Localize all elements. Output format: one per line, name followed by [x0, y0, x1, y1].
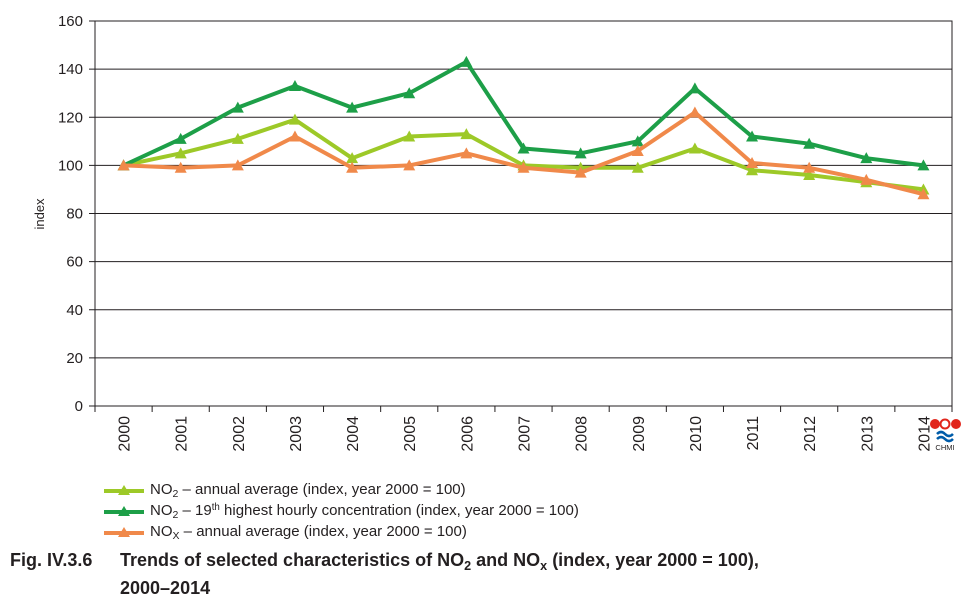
data-point — [574, 147, 587, 159]
x-tick-label: 2004 — [345, 416, 362, 452]
y-tick-label: 120 — [58, 109, 83, 126]
data-point — [231, 132, 244, 144]
x-tick-label: 2005 — [402, 416, 419, 452]
y-tick-labels: 0 20 40 60 80 100 120 140 160 — [58, 13, 83, 415]
data-point — [117, 159, 130, 171]
figure-caption: Fig. IV.3.6 Trends of selected characteri… — [10, 549, 759, 599]
y-tick-label: 100 — [58, 157, 83, 174]
data-point — [631, 135, 644, 147]
legend-label-no2-19th: NO2 – 19th highest hourly concentration … — [150, 501, 579, 522]
caption-number: Fig. IV.3.6 — [10, 550, 93, 570]
data-point — [403, 87, 416, 99]
caption-line-2: 2000–2014 — [120, 577, 211, 598]
data-point — [460, 147, 473, 159]
gridlines — [95, 68, 952, 359]
data-point — [860, 152, 873, 164]
y-tick-label: 0 — [75, 398, 83, 415]
x-tick-label: 2006 — [459, 416, 476, 452]
data-point — [403, 159, 416, 171]
legend-swatch-no2-annual-icon — [104, 484, 144, 495]
data-point — [631, 144, 644, 156]
data-point — [746, 164, 759, 176]
data-point — [688, 106, 701, 118]
series-1 — [117, 55, 930, 171]
data-point — [403, 130, 416, 142]
legend-item-nox-annual: NOX – annual average (index, year 2000 =… — [104, 522, 579, 543]
data-point — [574, 166, 587, 178]
data-point — [288, 79, 301, 91]
x-tick-label: 2013 — [859, 416, 876, 452]
data-point — [231, 101, 244, 113]
y-tick-label: 140 — [58, 61, 83, 78]
data-point — [688, 82, 701, 94]
data-point — [231, 159, 244, 171]
data-point — [174, 161, 187, 173]
x-tick-label: 2010 — [688, 416, 705, 452]
data-point — [288, 130, 301, 142]
x-tick-label: 2003 — [288, 416, 305, 452]
x-tick-label: 2014 — [916, 416, 933, 452]
data-point — [917, 159, 930, 171]
legend-swatch-nox-annual-icon — [104, 526, 144, 537]
series-layer — [117, 55, 930, 200]
data-point — [803, 161, 816, 173]
y-tick-label: 40 — [66, 302, 83, 319]
data-point — [746, 156, 759, 168]
data-point — [688, 142, 701, 154]
series-0 — [117, 113, 930, 195]
data-point — [174, 147, 187, 159]
x-tick-labels: 2000 2001 2002 2003 2004 2005 2006 2007 2008 2009… — [117, 416, 934, 452]
data-point — [917, 188, 930, 200]
x-tick-label: 2007 — [517, 416, 534, 452]
svg-text:CHMI: CHMI — [935, 443, 954, 452]
x-tick-label: 2001 — [174, 416, 191, 452]
series-2 — [117, 106, 930, 200]
data-point — [346, 101, 359, 113]
data-point — [517, 161, 530, 173]
x-tick-label: 2011 — [745, 416, 762, 451]
data-point — [174, 132, 187, 144]
data-point — [860, 173, 873, 185]
series-line — [123, 117, 924, 192]
caption-line-1: Fig. IV.3.6 Trends of selected characteri… — [10, 550, 759, 573]
y-tick-label: 20 — [66, 350, 83, 367]
data-point — [288, 113, 301, 125]
data-point — [803, 169, 816, 180]
y-axis-label: index — [32, 198, 47, 230]
axes — [89, 20, 953, 412]
x-tick-label: 2008 — [574, 416, 591, 452]
data-point — [803, 137, 816, 149]
x-tick-label: 2002 — [231, 416, 248, 452]
y-tick-label: 80 — [66, 206, 83, 223]
data-point — [746, 130, 759, 142]
y-tick-label: 160 — [58, 13, 83, 30]
data-point — [631, 161, 644, 173]
legend-label-nox-annual: NOX – annual average (index, year 2000 =… — [150, 522, 467, 543]
x-tick-label: 2009 — [631, 416, 648, 452]
y-tick-label: 60 — [66, 254, 83, 271]
chmi-logo-icon: CHMI — [930, 418, 961, 452]
legend-item-no2-annual: NO2 – annual average (index, year 2000 =… — [104, 480, 579, 501]
x-tick-label: 2012 — [802, 416, 819, 452]
legend: NO2 – annual average (index, year 2000 =… — [104, 480, 579, 543]
legend-label-no2-annual: NO2 – annual average (index, year 2000 =… — [150, 480, 466, 501]
data-point — [346, 161, 359, 173]
data-point — [517, 142, 530, 154]
data-point — [460, 55, 473, 67]
x-tick-label: 2000 — [117, 416, 134, 452]
legend-item-no2-19th: NO2 – 19th highest hourly concentration … — [104, 501, 579, 522]
data-point — [460, 128, 473, 140]
legend-swatch-no2-19th-icon — [104, 505, 144, 516]
data-point — [346, 152, 359, 164]
